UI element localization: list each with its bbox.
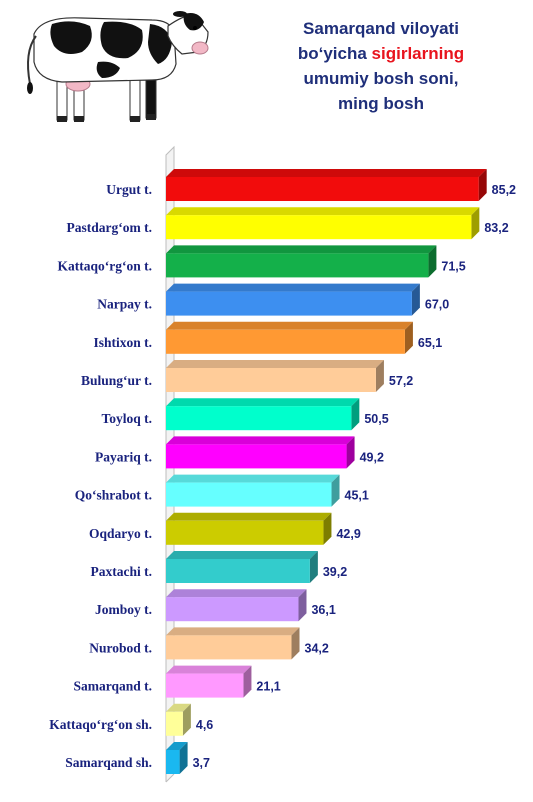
- category-label-1: Pastdarg‘om t.: [67, 220, 152, 235]
- bar-top-4: [166, 321, 413, 330]
- bar-top-2: [166, 245, 437, 254]
- category-label-5: Bulung‘ur t.: [81, 373, 152, 388]
- bar-top-11: [166, 589, 307, 598]
- title-highlight: sigirlarning: [371, 44, 465, 63]
- bar-top-5: [166, 360, 384, 368]
- category-label-6: Toyloq t.: [101, 411, 152, 426]
- category-label-11: Jomboy t.: [95, 602, 152, 617]
- bar-side-11: [298, 589, 307, 622]
- value-label-9: 42,9: [336, 527, 360, 541]
- bar-side-10: [309, 551, 318, 583]
- bar-side-15: [179, 742, 188, 774]
- bar-2: [166, 253, 429, 278]
- bar-side-7: [346, 436, 355, 469]
- bar-side-0: [478, 169, 487, 201]
- bar-top-0: [166, 169, 487, 177]
- category-label-14: Kattaqo‘rg‘on sh.: [49, 717, 152, 732]
- category-label-15: Samarqand sh.: [65, 755, 152, 770]
- category-label-0: Urgut t.: [106, 182, 152, 197]
- value-label-14: 4,6: [196, 718, 213, 732]
- bar-4: [166, 329, 405, 354]
- value-label-7: 49,2: [360, 450, 384, 464]
- chart-title: Samarqand viloyati bo‘yicha sigirlarning…: [250, 16, 512, 116]
- bar-top-7: [166, 436, 355, 445]
- bar-side-3: [411, 283, 420, 316]
- bar-top-9: [166, 512, 332, 521]
- category-label-13: Samarqand t.: [73, 679, 152, 694]
- category-label-10: Paxtachi t.: [91, 564, 153, 579]
- value-label-5: 57,2: [389, 374, 413, 388]
- bar-top-12: [166, 627, 300, 636]
- bar-7: [166, 444, 347, 469]
- value-label-12: 34,2: [305, 641, 329, 655]
- bar-top-8: [166, 474, 340, 483]
- bar-side-4: [404, 321, 413, 354]
- value-label-8: 45,1: [345, 489, 369, 503]
- bar-top-3: [166, 283, 420, 292]
- bar-top-13: [166, 665, 252, 674]
- bar-side-8: [331, 474, 340, 507]
- category-label-4: Ishtixon t.: [93, 335, 152, 350]
- bar-6: [166, 406, 352, 431]
- category-label-3: Narpay t.: [97, 297, 152, 312]
- title-line-3: umumiy bosh soni,: [303, 69, 459, 88]
- bar-14: [166, 711, 183, 736]
- value-label-6: 50,5: [364, 412, 388, 426]
- bar-side-13: [243, 665, 252, 698]
- bar-side-2: [428, 245, 437, 278]
- value-label-0: 85,2: [492, 183, 516, 197]
- axis-base: [165, 773, 175, 783]
- category-label-7: Payariq t.: [95, 449, 152, 464]
- title-line-2: bo‘yicha sigirlarning: [250, 41, 512, 66]
- bar-15: [166, 750, 180, 774]
- value-label-10: 39,2: [323, 565, 347, 579]
- bar-13: [166, 673, 244, 698]
- category-label-12: Nurobod t.: [89, 640, 152, 655]
- bar-side-1: [471, 207, 480, 240]
- title-line-1: Samarqand viloyati: [303, 19, 459, 38]
- category-label-2: Kattaqo‘rg‘on t.: [58, 258, 153, 273]
- bar-11: [166, 597, 299, 622]
- value-label-3: 67,0: [425, 298, 449, 312]
- value-label-15: 3,7: [193, 756, 210, 770]
- bar-12: [166, 635, 292, 660]
- bar-top-14: [166, 703, 191, 712]
- cow-illustration: [27, 11, 209, 122]
- bar-top-15: [166, 742, 188, 750]
- category-label-8: Qo‘shrabot t.: [75, 488, 152, 503]
- bar-side-5: [375, 360, 384, 392]
- bar-top-1: [166, 207, 480, 216]
- category-label-9: Oqdaryo t.: [89, 526, 152, 541]
- bar-top-6: [166, 398, 360, 407]
- value-label-13: 21,1: [256, 680, 280, 694]
- bar-10: [166, 559, 310, 583]
- title-line-2-prefix: bo‘yicha: [297, 44, 372, 63]
- title-line-4: ming bosh: [338, 94, 424, 113]
- bar-side-12: [291, 627, 300, 660]
- bar-side-9: [323, 512, 332, 545]
- bar-8: [166, 482, 332, 507]
- bar-1: [166, 215, 472, 240]
- bar-0: [166, 177, 479, 201]
- bar-9: [166, 520, 324, 545]
- bar-top-10: [166, 551, 318, 559]
- value-label-4: 65,1: [418, 336, 442, 350]
- bar-3: [166, 291, 412, 316]
- value-label-11: 36,1: [311, 603, 335, 617]
- bar-5: [166, 368, 376, 392]
- value-label-2: 71,5: [441, 259, 465, 273]
- bar-side-6: [351, 398, 360, 431]
- value-label-1: 83,2: [484, 221, 508, 235]
- bar-side-14: [182, 703, 191, 736]
